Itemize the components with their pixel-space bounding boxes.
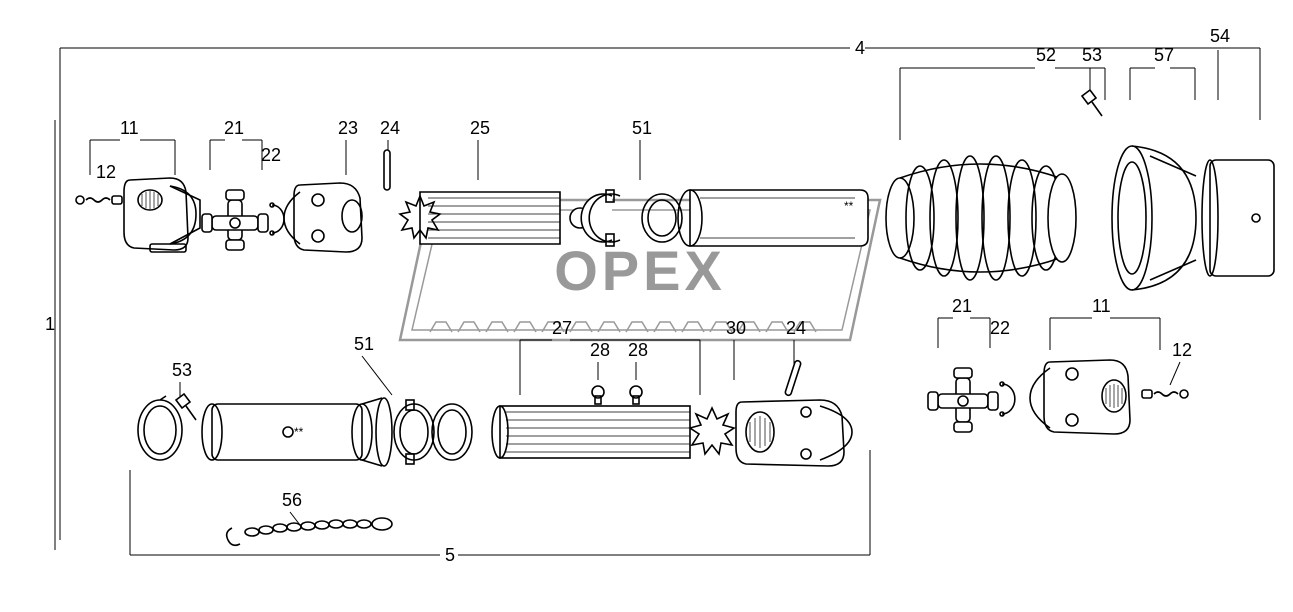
part-53-upper	[1082, 90, 1102, 116]
part-21-upper	[202, 190, 268, 250]
part-23	[284, 183, 362, 252]
callout-56: 56	[282, 490, 302, 510]
callout-11b: 11	[1092, 296, 1111, 316]
part-21-lower	[928, 368, 998, 432]
svg-text:**: **	[294, 425, 304, 439]
part-11-upper	[124, 178, 200, 252]
callout-53b: 53	[172, 360, 192, 380]
part-57	[1112, 146, 1196, 290]
dim-1-label: 1	[45, 314, 55, 334]
callout-12b: 12	[1172, 340, 1192, 360]
part-25	[400, 192, 560, 244]
callout-23: 23	[338, 118, 358, 138]
callout-54: 54	[1210, 26, 1230, 46]
callout-22b: 22	[990, 318, 1010, 338]
lower-row: **	[138, 360, 1188, 545]
callout-25: 25	[470, 118, 490, 138]
callout-28b: 28	[628, 340, 648, 360]
part-30	[736, 400, 852, 466]
part-22-upper	[270, 203, 284, 235]
part-53-lower	[138, 394, 196, 460]
part-24-lower	[785, 360, 802, 396]
part-28-pair	[592, 386, 642, 404]
part-12-upper	[76, 196, 122, 204]
callout-28a: 28	[590, 340, 610, 360]
part-56	[227, 518, 392, 545]
callout-51a: 51	[632, 118, 652, 138]
part-22-lower	[1000, 382, 1015, 416]
guard-tube-lower: **	[202, 398, 392, 466]
part-51-upper	[581, 190, 682, 246]
dim-4-label: 4	[855, 38, 865, 58]
part-51-lower	[394, 400, 472, 464]
callout-51b: 51	[354, 334, 374, 354]
part-52	[886, 156, 1076, 280]
part-54	[1202, 160, 1274, 276]
part-11-lower	[1030, 360, 1130, 434]
callout-27: 27	[552, 318, 572, 338]
part-24-upper	[384, 150, 390, 190]
callout-24a: 24	[380, 118, 400, 138]
callout-11a: 11	[120, 118, 139, 138]
callout-21a: 21	[224, 118, 244, 138]
svg-text:**: **	[844, 199, 854, 213]
callout-53a: 53	[1082, 45, 1102, 65]
callout-24b: 24	[786, 318, 806, 338]
callout-21b: 21	[952, 296, 972, 316]
callout-22a: 22	[261, 145, 281, 165]
part-27	[492, 406, 690, 458]
callout-30: 30	[726, 318, 746, 338]
callout-12a: 12	[96, 162, 116, 182]
logo-text: OPEX	[554, 239, 726, 302]
callout-52: 52	[1036, 45, 1056, 65]
callout-57: 57	[1154, 45, 1174, 65]
part-12-lower	[1142, 390, 1188, 398]
guard-tube-upper: **	[678, 190, 868, 246]
dim-5-label: 5	[445, 545, 455, 565]
star-coupling	[690, 408, 734, 454]
